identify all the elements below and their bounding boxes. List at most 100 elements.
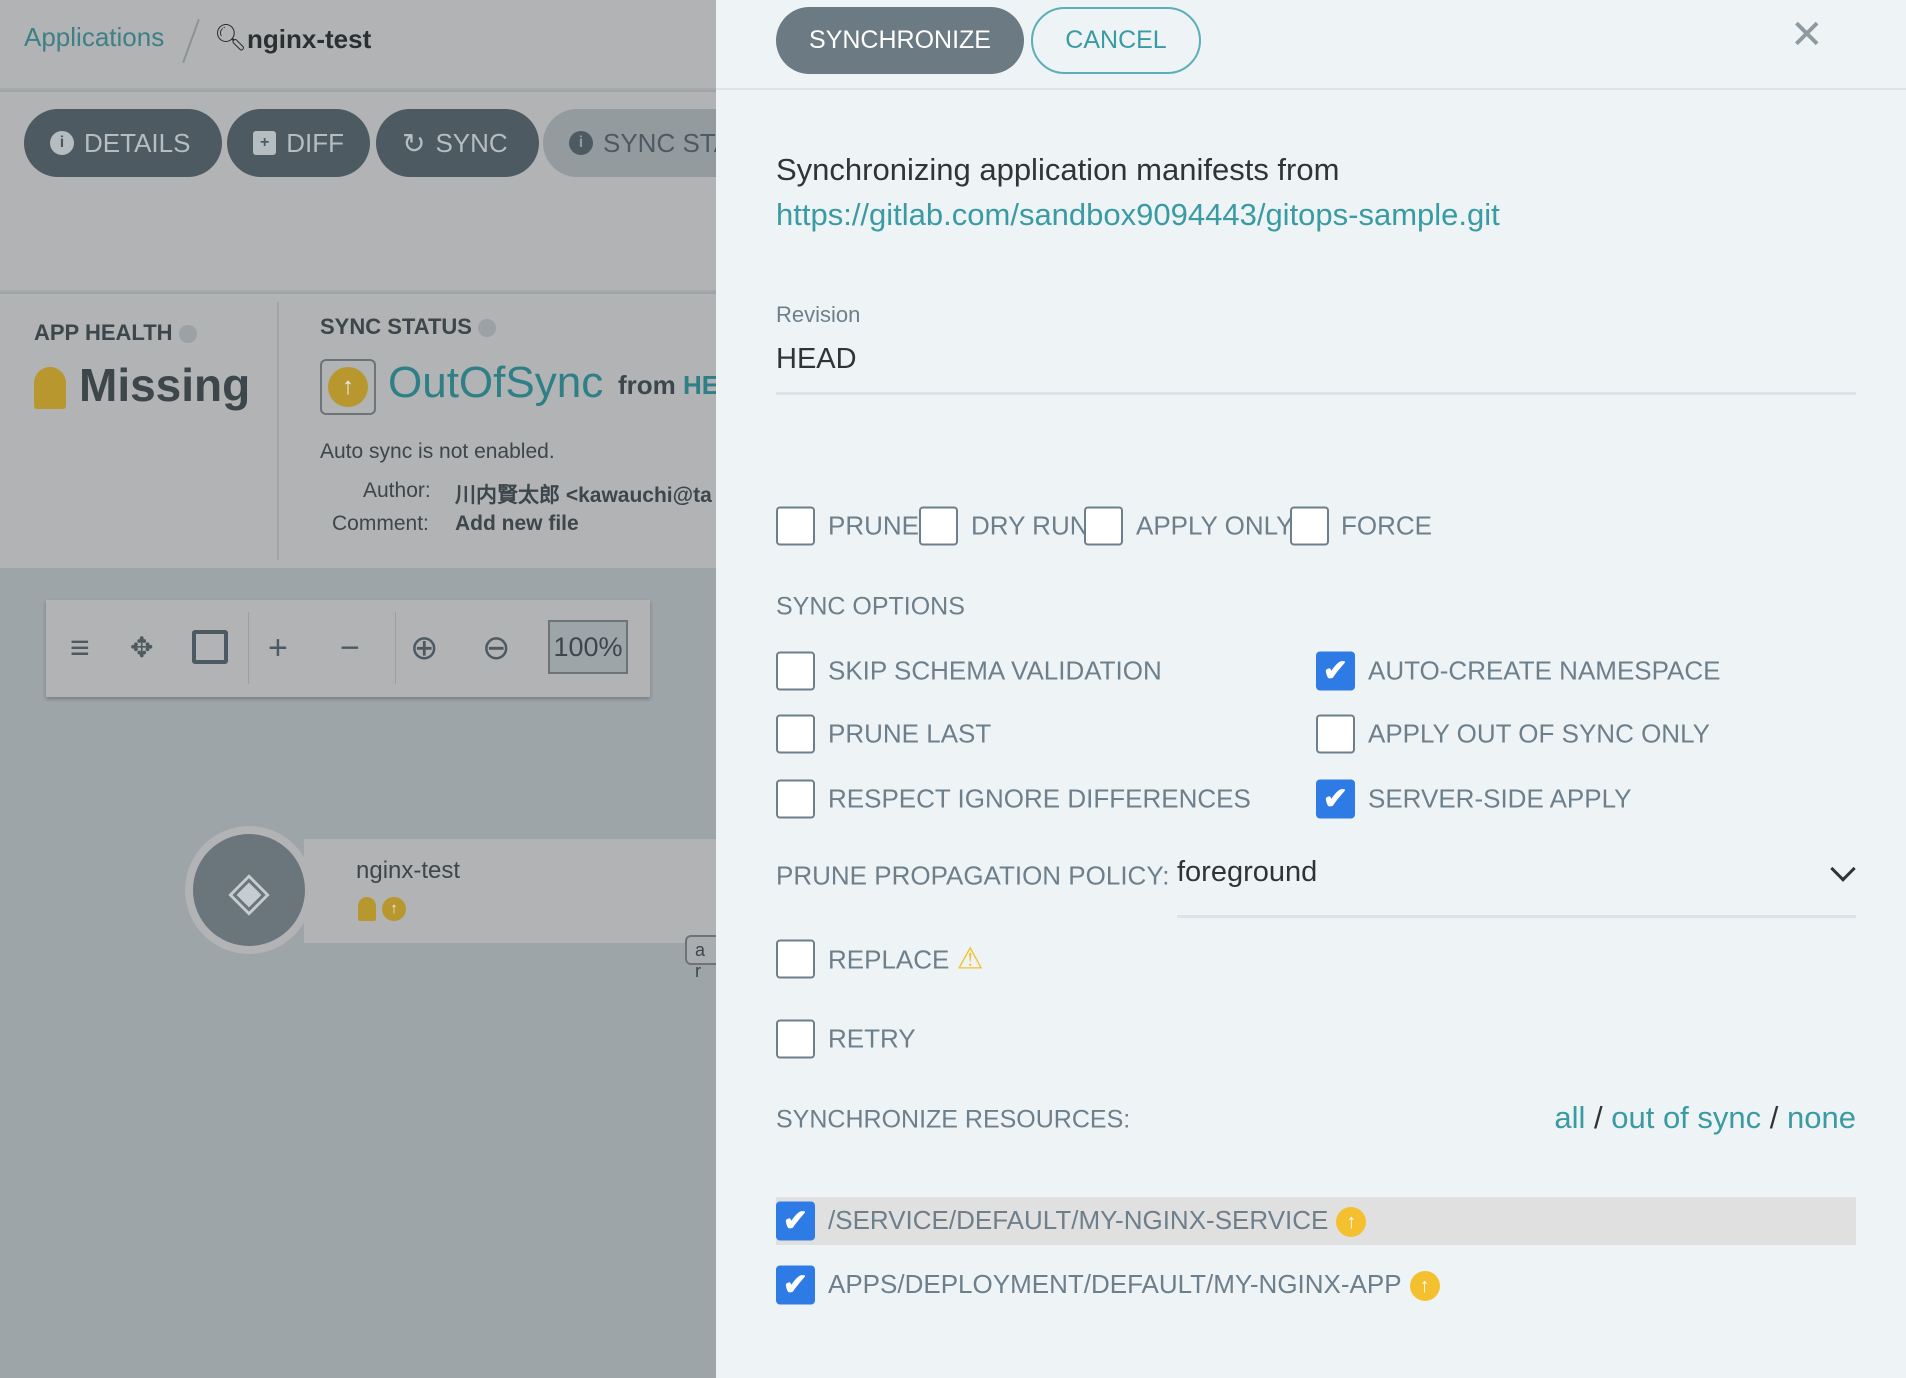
warning-icon: ⚠ xyxy=(956,942,984,976)
out-of-sync-icon: ↑ xyxy=(320,359,376,415)
prune-propagation-policy-select[interactable]: foreground xyxy=(1177,850,1856,918)
details-label: DETAILS xyxy=(84,127,191,158)
node-tag: a r xyxy=(685,935,716,981)
top-bar: Applications 🔍︎ nginx-test xyxy=(0,0,716,90)
repo-url-link[interactable]: https://gitlab.com/sandbox9094443/gitops… xyxy=(776,197,1500,232)
out-of-sync-icon: ↑ xyxy=(1409,1271,1440,1302)
select-none-link[interactable]: none xyxy=(1787,1100,1856,1135)
out-of-sync-icon: ↑ xyxy=(382,897,406,921)
fit-screen-icon[interactable] xyxy=(192,630,228,664)
prune-policy-value: foreground xyxy=(1177,856,1318,888)
resource-checkbox[interactable]: ✔ xyxy=(776,1265,815,1305)
dry-run-label: DRY RUN xyxy=(971,510,1089,541)
ghost-icon xyxy=(358,897,376,921)
respect-ignore-differences-checkbox[interactable] xyxy=(776,779,815,819)
close-icon[interactable]: ✕ xyxy=(1790,13,1824,57)
zoom-level[interactable]: 100% xyxy=(548,620,628,674)
retry-label: RETRY xyxy=(828,1023,916,1054)
divider xyxy=(277,302,279,560)
auto-sync-text: Auto sync is not enabled. xyxy=(320,440,555,463)
sync-panel: SYNCHRONIZE CANCEL ✕ Synchronizing appli… xyxy=(716,0,1906,1378)
synchronize-resources-title: SYNCHRONIZE RESOURCES: xyxy=(776,1105,1131,1134)
resource-select-links: all / out of sync / none xyxy=(1554,1100,1856,1136)
help-icon[interactable] xyxy=(478,319,497,338)
info-icon: i xyxy=(50,131,74,155)
apply-only-checkbox[interactable] xyxy=(1084,506,1123,546)
author-label: Author: xyxy=(363,479,431,502)
revision-link[interactable]: HE xyxy=(683,370,716,400)
server-side-apply-checkbox[interactable]: ✔ xyxy=(1316,779,1355,819)
cancel-button[interactable]: CANCEL xyxy=(1031,7,1201,74)
force-label: FORCE xyxy=(1341,510,1432,541)
sync-options-title: SYNC OPTIONS xyxy=(776,592,965,621)
minus-icon[interactable]: − xyxy=(340,629,360,667)
revision-label: Revision xyxy=(776,302,861,327)
skip-schema-validation-label: SKIP SCHEMA VALIDATION xyxy=(828,655,1162,686)
breadcrumb-separator xyxy=(182,19,200,63)
resource-row[interactable] xyxy=(776,1197,1856,1245)
zoom-out-icon[interactable]: ⊖ xyxy=(482,629,511,667)
from-label: from xyxy=(618,370,676,400)
status-panel: APP HEALTH Missing SYNC STATUS ↑ OutOfSy… xyxy=(0,294,716,568)
apply-out-of-sync-only-label: APPLY OUT OF SYNC ONLY xyxy=(1368,718,1710,749)
collapse-icon[interactable]: ✥ xyxy=(130,632,154,663)
help-icon[interactable] xyxy=(178,325,197,344)
prune-label: PRUNE xyxy=(828,510,920,541)
sync-status-label: SYNC STA xyxy=(603,127,716,158)
skip-schema-validation-checkbox[interactable] xyxy=(776,651,815,691)
diff-label: DIFF xyxy=(286,127,344,158)
sync-label: SYNC xyxy=(435,127,508,158)
node-name: nginx-test xyxy=(356,857,461,884)
list-view-icon[interactable]: ≡ xyxy=(70,629,90,667)
synchronize-button[interactable]: SYNCHRONIZE xyxy=(776,7,1024,74)
details-button[interactable]: i DETAILS xyxy=(24,109,222,177)
out-of-sync-icon: ↑ xyxy=(1336,1207,1367,1238)
resource-checkbox[interactable]: ✔ xyxy=(776,1201,815,1241)
sync-button[interactable]: ↻ SYNC xyxy=(376,109,539,177)
resource-label: APPS/DEPLOYMENT/DEFAULT/MY-NGINX-APP ↑ xyxy=(828,1269,1440,1302)
select-out-of-sync-link[interactable]: out of sync xyxy=(1611,1100,1762,1135)
layers-icon: ◈ xyxy=(193,834,305,946)
graph-toolbar: ≡ ✥ + − ⊕ ⊖ 100% xyxy=(46,600,650,697)
author-value: 川内賢太郎 <kawauchi@ta xyxy=(455,484,712,507)
app-node[interactable]: nginx-test ↑ xyxy=(304,839,716,943)
force-checkbox[interactable] xyxy=(1290,506,1329,546)
dry-run-checkbox[interactable] xyxy=(919,506,958,546)
auto-create-namespace-label: AUTO-CREATE NAMESPACE xyxy=(1368,655,1721,686)
respect-ignore-differences-label: RESPECT IGNORE DIFFERENCES xyxy=(828,783,1251,814)
app-health-title: APP HEALTH xyxy=(34,320,197,346)
divider xyxy=(395,612,396,684)
sync-icon: ↻ xyxy=(402,127,426,159)
sync-status-title: SYNC STATUS xyxy=(320,314,497,340)
apply-only-label: APPLY ONLY xyxy=(1136,510,1294,541)
comment-label: Comment: xyxy=(332,512,429,535)
separator: / xyxy=(1593,1100,1603,1135)
apply-out-of-sync-only-checkbox[interactable] xyxy=(1316,714,1355,754)
server-side-apply-label: SERVER-SIDE APPLY xyxy=(1368,783,1632,814)
chevron-down-icon xyxy=(1830,856,1856,882)
divider xyxy=(248,612,249,684)
search-icon[interactable]: 🔍︎ xyxy=(214,22,248,52)
auto-create-namespace-checkbox[interactable]: ✔ xyxy=(1316,651,1355,691)
file-diff-icon: + xyxy=(253,131,277,155)
sync-status-button[interactable]: i SYNC STA xyxy=(543,109,716,177)
prune-last-label: PRUNE LAST xyxy=(828,718,992,749)
app-health-value: Missing xyxy=(79,359,251,411)
prune-propagation-policy-label: PRUNE PROPAGATION POLICY: xyxy=(776,860,1170,891)
replace-checkbox[interactable] xyxy=(776,939,815,979)
resource-label: /SERVICE/DEFAULT/MY-NGINX-SERVICE ↑ xyxy=(828,1205,1367,1238)
prune-checkbox[interactable] xyxy=(776,506,815,546)
header-divider xyxy=(716,88,1906,90)
replace-label: REPLACE ⚠ xyxy=(828,942,984,976)
intro-text: Synchronizing application manifests from xyxy=(776,152,1340,187)
select-all-link[interactable]: all xyxy=(1554,1100,1586,1135)
retry-checkbox[interactable] xyxy=(776,1019,815,1059)
plus-icon[interactable]: + xyxy=(268,629,288,667)
revision-input[interactable]: HEAD xyxy=(776,343,1856,395)
sync-status-value: OutOfSync xyxy=(388,358,604,407)
zoom-in-icon[interactable]: ⊕ xyxy=(410,629,439,667)
breadcrumb-applications[interactable]: Applications xyxy=(24,22,165,52)
info-icon: i xyxy=(569,131,593,155)
prune-last-checkbox[interactable] xyxy=(776,714,815,754)
diff-button[interactable]: + DIFF xyxy=(227,109,370,177)
